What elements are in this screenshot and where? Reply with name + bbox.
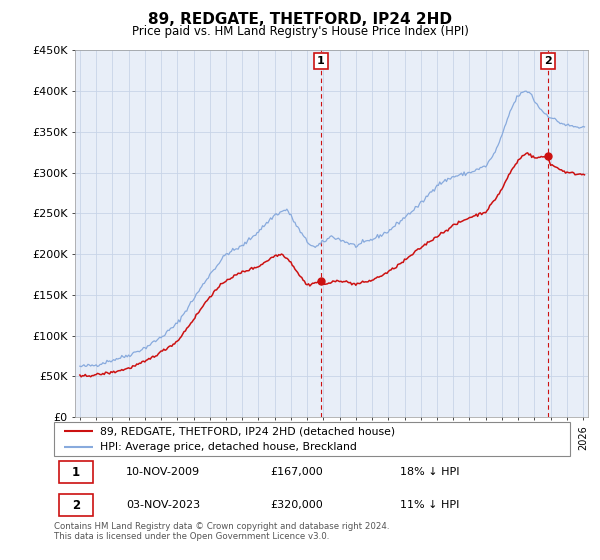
Text: Contains HM Land Registry data © Crown copyright and database right 2024.
This d: Contains HM Land Registry data © Crown c… [54, 522, 389, 542]
Text: 10-NOV-2009: 10-NOV-2009 [126, 467, 200, 477]
Text: 2: 2 [72, 498, 80, 512]
Text: 89, REDGATE, THETFORD, IP24 2HD: 89, REDGATE, THETFORD, IP24 2HD [148, 12, 452, 27]
Text: 11% ↓ HPI: 11% ↓ HPI [400, 500, 459, 510]
Text: 18% ↓ HPI: 18% ↓ HPI [400, 467, 459, 477]
Text: 89, REDGATE, THETFORD, IP24 2HD (detached house): 89, REDGATE, THETFORD, IP24 2HD (detache… [100, 426, 395, 436]
Text: HPI: Average price, detached house, Breckland: HPI: Average price, detached house, Brec… [100, 442, 358, 452]
Text: £167,000: £167,000 [271, 467, 323, 477]
FancyBboxPatch shape [54, 422, 570, 456]
Text: 03-NOV-2023: 03-NOV-2023 [126, 500, 200, 510]
Text: Price paid vs. HM Land Registry's House Price Index (HPI): Price paid vs. HM Land Registry's House … [131, 25, 469, 38]
Text: £320,000: £320,000 [271, 500, 323, 510]
Text: 1: 1 [72, 465, 80, 479]
Text: 1: 1 [317, 56, 325, 66]
FancyBboxPatch shape [59, 461, 92, 483]
Text: 2: 2 [544, 56, 552, 66]
FancyBboxPatch shape [59, 494, 92, 516]
